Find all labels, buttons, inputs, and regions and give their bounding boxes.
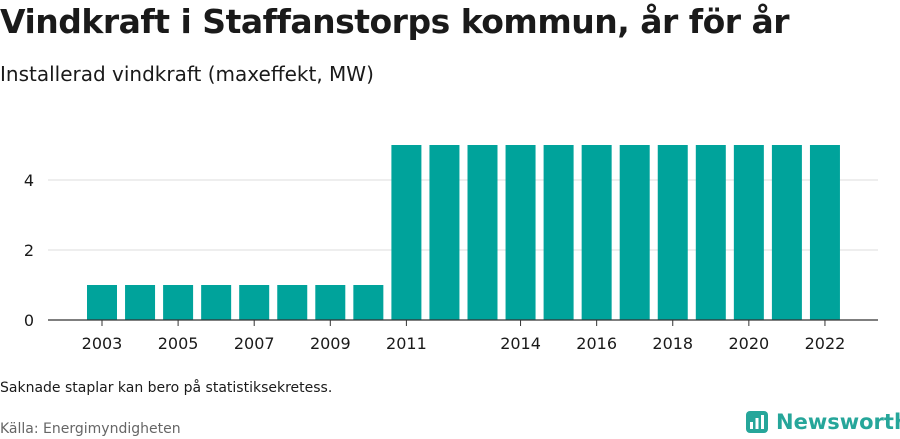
x-tick-label: 2022 [805, 334, 846, 353]
x-tick-label: 2007 [234, 334, 275, 353]
bar-2018 [657, 145, 688, 320]
bar-2015 [543, 145, 574, 320]
bar-2009 [315, 285, 346, 320]
y-tick-label: 4 [24, 171, 34, 190]
bar-2017 [619, 145, 650, 320]
bar-2022 [809, 145, 840, 320]
bar-2010 [353, 285, 384, 320]
x-tick-label: 2011 [386, 334, 427, 353]
chart-title: Vindkraft i Staffanstorps kommun, år för… [0, 2, 790, 41]
bar-2004 [125, 285, 156, 320]
bar-2011 [391, 145, 422, 320]
x-tick-label: 2005 [158, 334, 199, 353]
bar-2008 [277, 285, 308, 320]
x-tick-label: 2003 [82, 334, 123, 353]
x-tick-label: 2018 [652, 334, 693, 353]
x-tick-label: 2009 [310, 334, 351, 353]
brand-name: Newsworthy [776, 410, 900, 434]
footnote: Saknade staplar kan bero på statistiksek… [0, 380, 333, 396]
y-tick-label: 2 [24, 241, 34, 260]
newsworthy-logo-icon [746, 411, 768, 433]
x-tick-label: 2020 [728, 334, 769, 353]
bar-2005 [163, 285, 194, 320]
source-note: Källa: Energimyndigheten [0, 421, 181, 437]
bar-2012 [429, 145, 460, 320]
chart-subtitle: Installerad vindkraft (maxeffekt, MW) [0, 62, 374, 86]
bar-2021 [771, 145, 802, 320]
brand-logo: Newsworthy [745, 407, 900, 437]
bar-2016 [581, 145, 612, 320]
bar-2007 [239, 285, 270, 320]
x-tick-label: 2014 [500, 334, 541, 353]
bar-2019 [695, 145, 726, 320]
bar-2014 [505, 145, 536, 320]
bar-2006 [201, 285, 232, 320]
bar-chart: 0 2 4 2003 2005 2007 2009 2011 2014 2016 2018 2020 2… [24, 145, 878, 353]
x-tick-label: 2016 [576, 334, 617, 353]
bar-2003 [87, 285, 117, 320]
bar-2013 [467, 145, 498, 320]
y-tick-label: 0 [24, 311, 34, 330]
bar-2020 [733, 145, 764, 320]
